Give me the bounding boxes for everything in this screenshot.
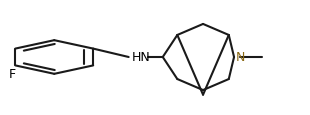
Text: F: F (9, 67, 16, 80)
Text: N: N (236, 51, 245, 64)
Text: HN: HN (132, 51, 150, 64)
